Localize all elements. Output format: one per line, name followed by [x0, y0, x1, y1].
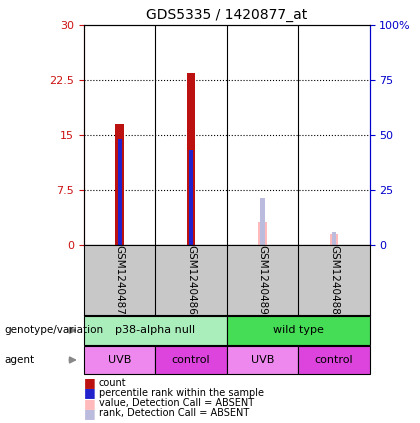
Text: percentile rank within the sample: percentile rank within the sample [99, 388, 264, 398]
Bar [260, 198, 265, 245]
Bar [84, 346, 155, 374]
Text: genotype/variation: genotype/variation [4, 325, 103, 335]
Text: wild type: wild type [273, 325, 324, 335]
Text: UVB: UVB [251, 355, 274, 365]
Bar [155, 346, 227, 374]
Bar [84, 316, 227, 345]
Text: ■: ■ [84, 387, 96, 399]
Text: GSM1240489: GSM1240489 [257, 245, 268, 315]
Text: rank, Detection Call = ABSENT: rank, Detection Call = ABSENT [99, 408, 249, 418]
Text: UVB: UVB [108, 355, 131, 365]
Bar [332, 232, 336, 245]
Text: GSM1240486: GSM1240486 [186, 245, 196, 315]
Text: control: control [172, 355, 210, 365]
Text: agent: agent [4, 355, 34, 365]
Text: control: control [315, 355, 353, 365]
Text: ■: ■ [84, 407, 96, 420]
Text: GSM1240488: GSM1240488 [329, 245, 339, 315]
Bar [187, 73, 195, 245]
Bar [189, 150, 193, 245]
Text: p38-alpha null: p38-alpha null [116, 325, 195, 335]
Bar [227, 316, 370, 345]
Text: count: count [99, 378, 126, 388]
Bar [227, 346, 298, 374]
Text: value, Detection Call = ABSENT: value, Detection Call = ABSENT [99, 398, 254, 408]
Text: ■: ■ [84, 376, 96, 389]
Title: GDS5335 / 1420877_at: GDS5335 / 1420877_at [146, 8, 307, 22]
Bar [298, 346, 370, 374]
Text: ■: ■ [84, 397, 96, 409]
Bar [116, 124, 124, 245]
Bar [118, 139, 122, 245]
Bar [330, 234, 338, 245]
Bar [258, 222, 267, 245]
Text: GSM1240487: GSM1240487 [115, 245, 125, 315]
